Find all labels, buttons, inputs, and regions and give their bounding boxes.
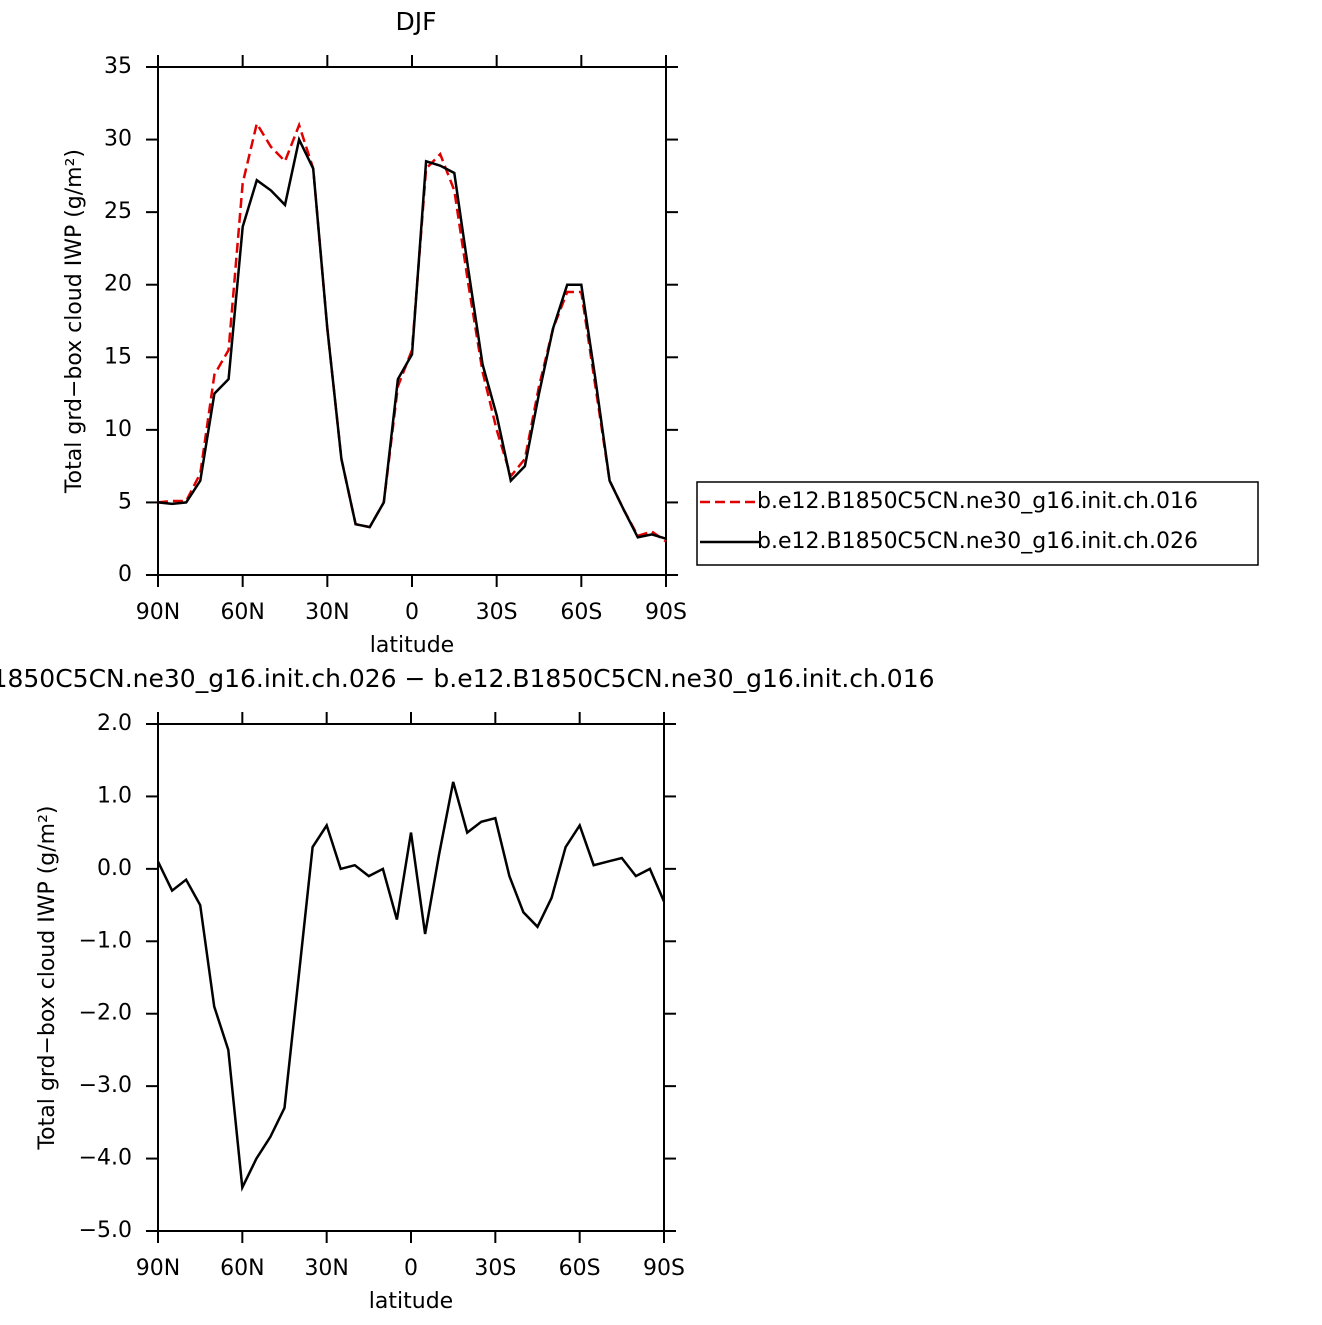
x-tick-label: 60S [559, 1256, 601, 1281]
x-tick-label: 60S [560, 600, 602, 625]
data-line [157, 135, 667, 540]
data-line [156, 781, 666, 1192]
chart-title: b.e12.B1850C5CN.ne30_g16.init.ch.026 − b… [0, 664, 935, 693]
x-tick-label: 30N [304, 1256, 348, 1281]
x-tick-label: 30S [474, 1256, 516, 1281]
y-tick-label: 0 [118, 562, 132, 587]
y-axis-label: Total grd−box cloud IWP (g/m²) [62, 149, 87, 494]
y-tick-label: −2.0 [79, 1001, 132, 1026]
y-tick-label: 10 [104, 417, 132, 442]
y-tick-label: −4.0 [79, 1146, 132, 1171]
y-tick-label: 1.0 [97, 783, 132, 808]
x-axis-label: latitude [369, 1289, 453, 1314]
y-tick-label: −3.0 [79, 1073, 132, 1098]
y-tick-label: 30 [104, 127, 132, 152]
x-tick-label: 0 [404, 1256, 418, 1281]
y-tick-label: 20 [104, 272, 132, 297]
y-axis-label: Total grd−box cloud IWP (g/m²) [35, 805, 60, 1150]
y-tick-label: −1.0 [79, 928, 132, 953]
x-tick-label: 90S [645, 600, 687, 625]
legend-box [696, 481, 1259, 566]
data-line [157, 120, 667, 543]
legend-label: b.e12.B1850C5CN.ne30_g16.init.ch.026 [757, 529, 1198, 554]
x-tick-label: 30S [476, 600, 518, 625]
x-tick-label: 60N [220, 600, 264, 625]
y-tick-label: 5 [118, 489, 132, 514]
x-tick-label: 60N [220, 1256, 264, 1281]
x-tick-label: 90S [643, 1256, 685, 1281]
x-tick-label: 90N [136, 600, 180, 625]
y-tick-label: 2.0 [97, 711, 132, 736]
chart-title: DJF [395, 7, 436, 36]
y-tick-label: −5.0 [79, 1218, 132, 1243]
x-tick-label: 30N [305, 600, 349, 625]
x-tick-label: 0 [405, 600, 419, 625]
y-tick-label: 25 [104, 199, 132, 224]
legend-label: b.e12.B1850C5CN.ne30_g16.init.ch.016 [757, 489, 1198, 514]
x-tick-label: 90N [136, 1256, 180, 1281]
plot-frame [157, 723, 665, 1232]
y-tick-label: 15 [104, 344, 132, 369]
y-tick-label: 35 [104, 54, 132, 79]
y-tick-label: 0.0 [97, 856, 132, 881]
plot-frame [157, 66, 667, 576]
x-axis-label: latitude [370, 633, 454, 658]
